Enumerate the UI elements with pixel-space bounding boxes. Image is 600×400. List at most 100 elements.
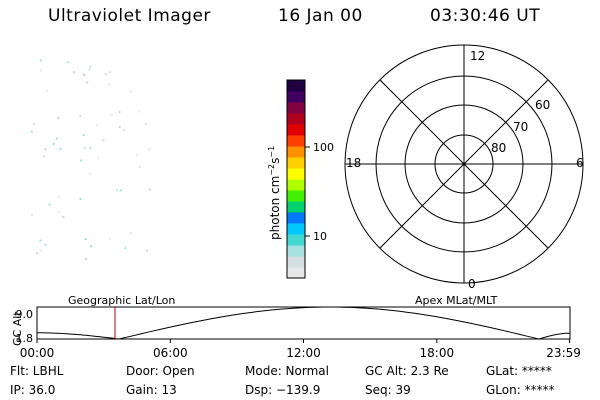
status-dsp: Dsp: −139.9 (245, 383, 321, 397)
status-gcalt: GC Alt: 2.3 Re (365, 364, 449, 378)
image-speckle (118, 125, 121, 128)
colorbar-band (287, 201, 305, 213)
timeline-left-title: Geographic Lat/Lon (68, 294, 175, 307)
image-speckle (102, 139, 105, 142)
colorbar-band (287, 223, 305, 235)
timeline-xticks: 00:00 06:00 12:00 18:00 23:59 (20, 339, 581, 360)
colorbar-frame (286, 79, 306, 279)
polar-diagonal-2 (379, 79, 549, 249)
colorbar-band (287, 124, 305, 136)
image-speckle (136, 153, 139, 156)
status-door: Door: Open (126, 364, 195, 378)
image-speckle (137, 110, 140, 113)
image-speckle (84, 73, 86, 76)
image-speckle (46, 89, 49, 92)
image-speckle (79, 114, 82, 117)
date-label: 16 Jan 00 (278, 6, 363, 26)
status-ip: IP: 36.0 (10, 383, 56, 397)
image-speckle (122, 128, 125, 131)
timeline-xtick-label: 06:00 (153, 346, 188, 360)
mlat-label-70: 70 (513, 120, 528, 134)
image-speckle (39, 239, 42, 242)
colorbar-tick-label-100: 100 (313, 141, 334, 154)
mlt-label-0: 0 (468, 277, 476, 291)
colorbar-band (287, 168, 305, 180)
image-speckle (31, 213, 33, 216)
image-speckle (108, 71, 111, 74)
colorbar-band (287, 256, 305, 268)
status-glon: GLon: ***** (486, 383, 555, 397)
status-filter: Flt: LBHL (10, 364, 64, 378)
colorbar-band (287, 91, 305, 103)
timeline-xtick-label: 12:00 (286, 346, 321, 360)
image-speckle (97, 157, 100, 160)
status-gain: Gain: 13 (126, 383, 177, 397)
image-speckle (30, 130, 33, 133)
timeline-xtick-label: 18:00 (420, 346, 455, 360)
colorbar-band (287, 267, 305, 279)
colorbar-band (287, 245, 305, 257)
image-speckle (104, 73, 107, 76)
image-speckle (43, 155, 46, 158)
image-speckle (73, 71, 76, 74)
image-speckle (124, 247, 127, 250)
altitude-curve (37, 306, 570, 340)
colorbar-band (287, 190, 305, 202)
mlt-label-6: 6 (576, 156, 584, 170)
polar-grid (344, 44, 584, 284)
instrument-title: Ultraviolet Imager (48, 6, 211, 26)
timeline-frame (36, 306, 571, 340)
image-speckle (89, 245, 92, 248)
status-mode: Mode: Normal (245, 364, 329, 378)
timeline-xtick-label: 00:00 (20, 346, 55, 360)
image-speckle (129, 90, 132, 93)
image-speckle (86, 81, 89, 84)
colorbar-band (287, 157, 305, 169)
colorbar-band (287, 212, 305, 224)
image-speckle (84, 238, 87, 241)
image-speckle (108, 83, 111, 86)
colorbar-tick-label-10: 10 (313, 230, 327, 243)
image-speckle (88, 172, 91, 175)
image-speckle (52, 143, 55, 145)
image-speckle (57, 117, 60, 120)
image-speckle (59, 148, 62, 151)
image-speckle (148, 188, 151, 191)
mlat-label-80: 80 (491, 141, 506, 155)
image-speckle (36, 252, 38, 255)
timeline-xtick-label: 23:59 (546, 346, 581, 360)
image-speckle (129, 232, 132, 235)
image-speckle (84, 147, 87, 150)
status-glat: GLat: ***** (486, 364, 552, 378)
image-speckle (138, 165, 141, 168)
image-speckle (82, 134, 85, 137)
colorbar: 100 10 photon cm−2s−1 (267, 79, 334, 279)
colorbar-units-label: photon cm−2s−1 (267, 146, 282, 240)
image-speckle (144, 123, 147, 126)
colorbar-band (287, 146, 305, 158)
image-speckle (89, 65, 92, 68)
image-speckle (146, 249, 149, 252)
image-speckle (79, 159, 82, 162)
image-speckle (148, 148, 151, 151)
status-seq: Seq: 39 (365, 383, 411, 397)
mlat-label-60: 60 (535, 98, 550, 112)
image-speckle (119, 189, 122, 192)
image-speckle (39, 59, 42, 62)
timeline-right-title: Apex MLat/MLT (415, 294, 498, 307)
image-speckle (39, 249, 42, 252)
image-speckle (62, 216, 65, 218)
colorbar-band (287, 102, 305, 114)
image-speckle (85, 258, 87, 261)
image-speckle (116, 189, 118, 192)
image-speckle (66, 61, 69, 64)
mlt-label-12: 12 (470, 49, 485, 63)
image-speckle (109, 237, 112, 240)
image-speckle (44, 148, 47, 151)
mlt-label-18: 18 (346, 156, 361, 170)
image-speckle (39, 69, 42, 72)
image-speckle (58, 196, 61, 199)
colorbar-band (287, 234, 305, 246)
timeline-ymax-label: 9.0 (16, 308, 34, 321)
